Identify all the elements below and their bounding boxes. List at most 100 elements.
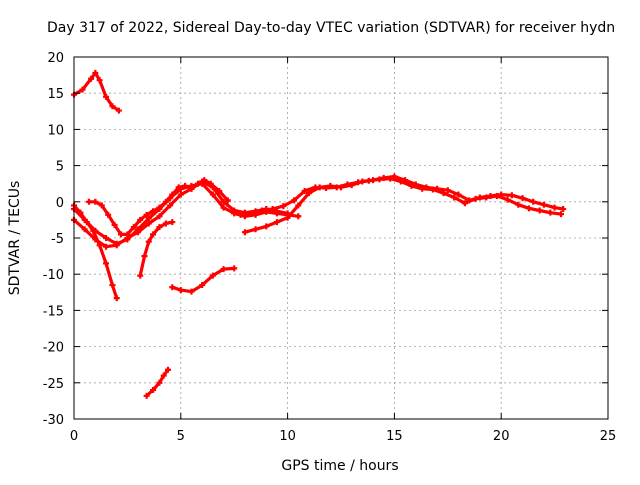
data-point-arc-6: [141, 253, 148, 260]
y-axis-title: SDTVAR / TECUs: [7, 181, 23, 296]
data-point-arc-4: [130, 224, 137, 231]
data-point-arc-10: [558, 211, 565, 218]
data-point-arc-10: [504, 196, 511, 203]
data-point-arc-3: [145, 215, 152, 222]
data-point-arc-9: [455, 191, 462, 198]
data-point-arc-10: [483, 194, 490, 201]
data-point-arc-9: [540, 201, 547, 208]
data-point-arc-4: [201, 177, 208, 184]
data-point-arc-4: [137, 216, 144, 223]
data-point-arc-2: [103, 243, 110, 250]
y-tick-label: -25: [43, 377, 64, 392]
y-tick-label: -10: [43, 268, 64, 283]
data-point-arc-9: [273, 219, 280, 226]
data-point-arc-9: [241, 229, 248, 236]
data-point-arc-4: [207, 180, 214, 187]
series-arc-4: [87, 178, 230, 236]
data-point-arc-10: [237, 211, 244, 218]
data-point-arc-10: [397, 178, 404, 185]
data-point-arc-3: [231, 210, 238, 217]
data-point-arc-6: [169, 219, 176, 226]
data-point-arc-7: [169, 284, 176, 291]
data-point-arc-10: [355, 179, 362, 186]
data-point-arc-8: [160, 372, 167, 379]
data-point-arc-3: [209, 191, 216, 198]
series-arc-6: [138, 220, 174, 278]
data-point-arc-4: [98, 202, 105, 209]
data-point-arc-3: [103, 235, 110, 241]
data-point-arc-2: [81, 226, 88, 233]
data-point-arc-7: [188, 288, 195, 295]
data-point-arc-8: [143, 392, 150, 399]
data-point-arc-3: [273, 210, 280, 217]
data-point-arc-10: [408, 182, 415, 189]
data-point-arc-10: [248, 210, 255, 217]
data-point-arc-10: [344, 181, 351, 188]
data-point-arc-4: [105, 211, 112, 218]
data-point-arc-4: [150, 208, 157, 215]
data-point-arc-10: [440, 190, 447, 197]
y-tick-label: 20: [47, 51, 64, 66]
data-point-arc-9: [530, 198, 537, 205]
data-point-arc-3: [295, 213, 302, 220]
data-point-arc-10: [258, 207, 265, 214]
data-point-arc-2: [167, 202, 174, 209]
data-point-arc-5: [109, 282, 116, 289]
data-point-arc-1: [79, 86, 86, 93]
data-point-arc-10: [429, 186, 436, 193]
data-point-arc-7: [209, 272, 216, 279]
y-tick-label: -30: [43, 413, 64, 428]
axis-ticks: 0 5 10 15 20 25 20 15 10 5 0 -5 -10 -15 -20 -25 -30: [43, 51, 617, 444]
data-point-arc-9: [551, 204, 558, 211]
data-point-arc-10: [525, 205, 532, 212]
data-point-arc-1: [103, 93, 110, 100]
data-point-arc-8: [150, 387, 157, 394]
data-point-arc-4: [224, 197, 231, 204]
data-point-arc-4: [111, 221, 118, 228]
y-tick-label: 15: [47, 87, 64, 102]
data-point-arc-4: [169, 191, 176, 198]
data-point-arc-2: [145, 220, 152, 227]
data-point-arc-9: [444, 187, 451, 194]
data-point-arc-2: [177, 191, 184, 198]
data-point-arc-1: [96, 77, 103, 84]
data-point-arc-4: [175, 184, 182, 191]
data-point-arc-10: [536, 207, 543, 214]
data-point-arc-10: [269, 206, 276, 213]
data-point-arc-7: [220, 266, 227, 273]
chart-title: Day 317 of 2022, Sidereal Day-to-day VTE…: [47, 20, 615, 36]
data-point-arc-10: [461, 200, 468, 207]
data-point-arc-2: [156, 213, 163, 220]
data-point-arc-6: [156, 224, 163, 231]
data-point-arc-7: [177, 287, 184, 294]
y-tick-label: 5: [56, 160, 64, 175]
data-point-arc-1: [88, 75, 95, 82]
data-point-arc-3: [220, 204, 227, 211]
data-point-arc-10: [515, 201, 522, 208]
data-point-arc-1: [109, 103, 116, 110]
data-point-arc-10: [365, 177, 372, 184]
data-point-arc-9: [508, 192, 515, 199]
data-point-arc-10: [280, 203, 287, 210]
y-tick-label: 10: [47, 123, 64, 138]
data-point-arc-3: [124, 236, 131, 243]
data-point-arc-8: [164, 366, 171, 373]
data-point-arc-9: [295, 202, 302, 209]
data-point-arc-4: [117, 231, 124, 238]
data-point-arc-4: [156, 204, 163, 211]
y-tick-label: 0: [56, 196, 64, 211]
x-axis-title: GPS time / hours: [281, 458, 398, 474]
y-tick-label: -20: [43, 341, 64, 356]
data-point-arc-10: [333, 184, 340, 191]
grid: [74, 57, 608, 419]
x-tick-label: 20: [493, 429, 510, 444]
data-point-arc-9: [284, 214, 291, 221]
data-point-arc-6: [162, 220, 169, 227]
data-point-arc-5: [96, 242, 103, 249]
data-point-arc-5: [90, 227, 97, 234]
data-point-arc-9: [560, 206, 567, 213]
data-point-arc-4: [194, 180, 201, 187]
data-point-arc-1: [92, 69, 99, 76]
data-point-arc-5: [113, 295, 120, 302]
